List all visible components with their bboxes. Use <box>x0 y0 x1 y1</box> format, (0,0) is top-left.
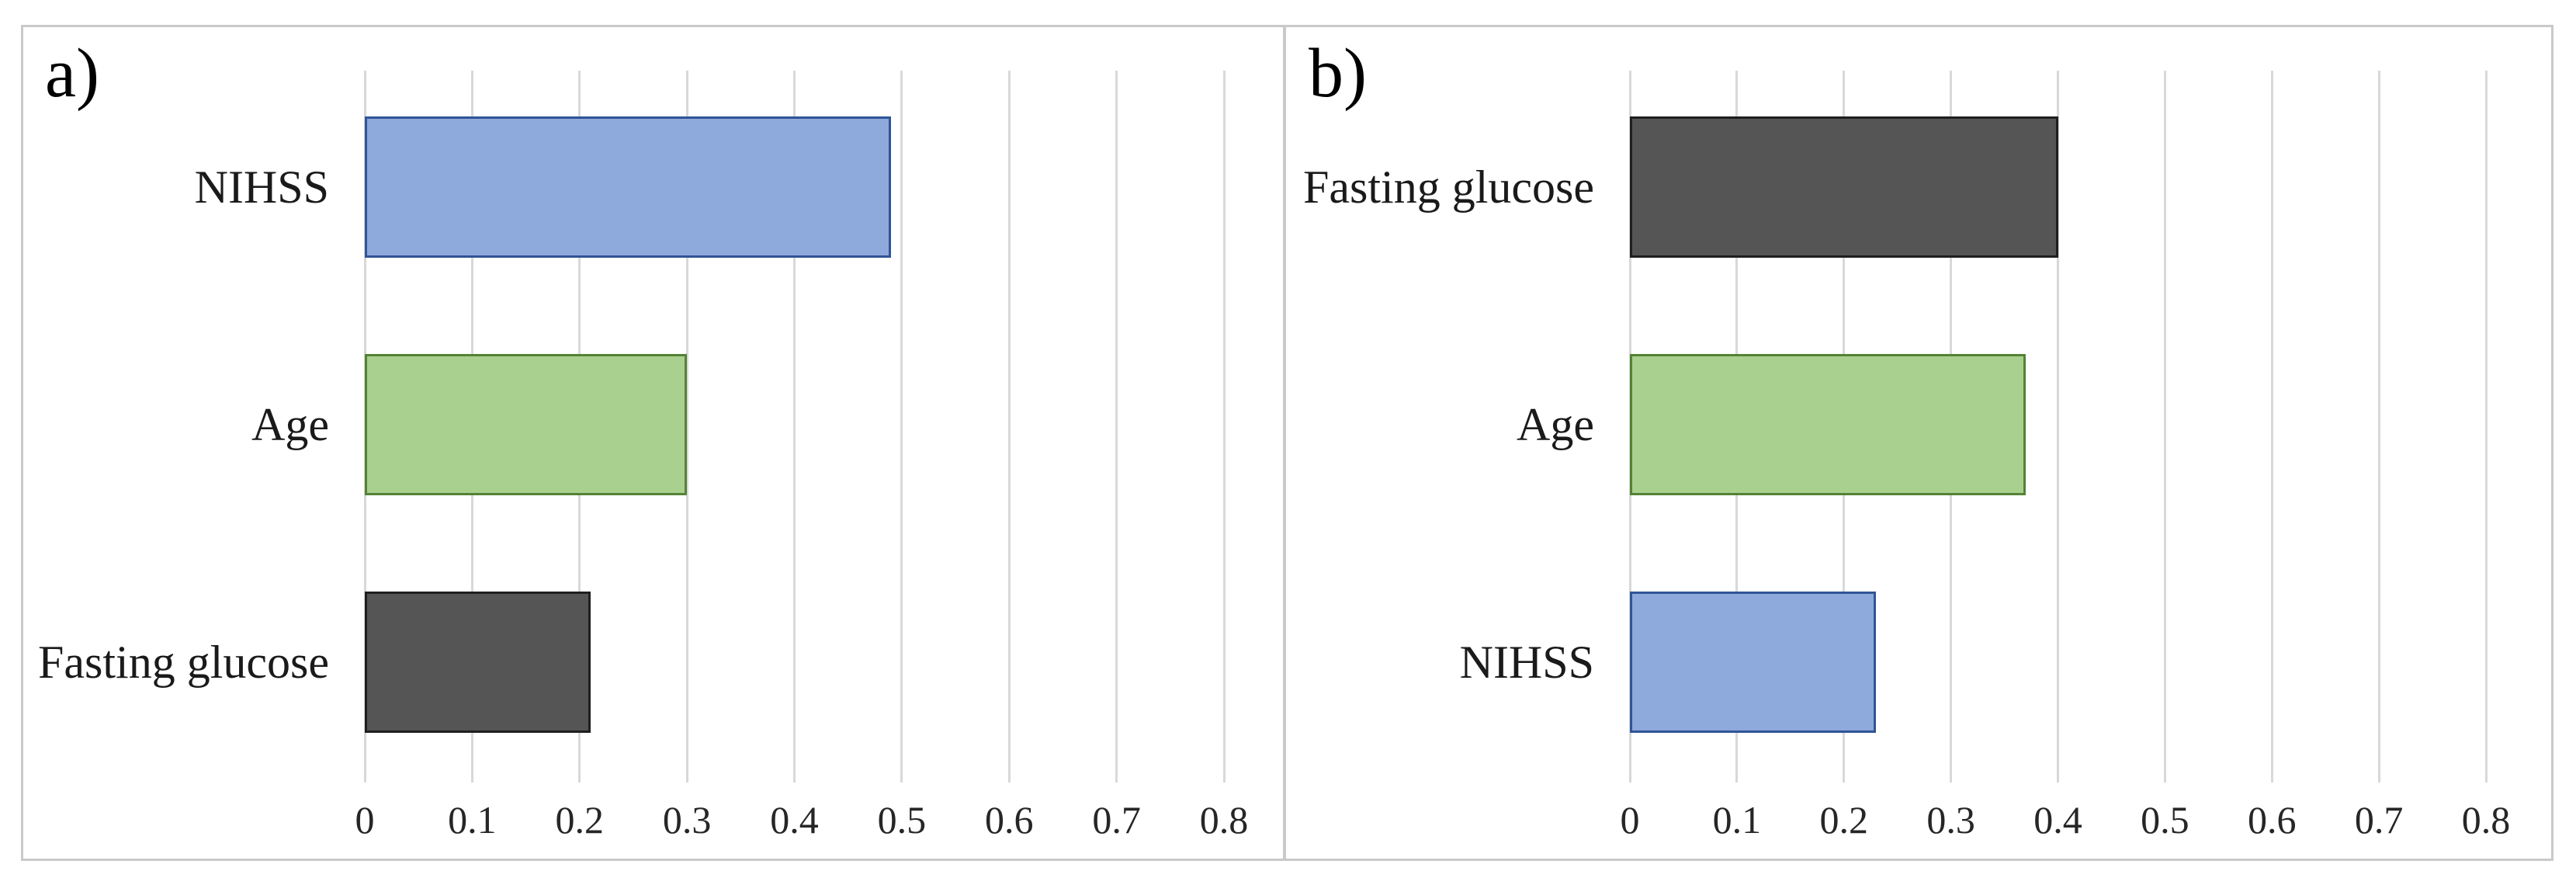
category-label-age: Age <box>251 398 329 450</box>
x-tick-label: 0.5 <box>2141 798 2189 842</box>
category-label-fasting-glucose: Fasting glucose <box>38 636 329 688</box>
bar-nihss <box>365 116 892 258</box>
panel-letter-b-: b) <box>1309 35 1367 112</box>
category-label-nihss: NIHSS <box>194 161 329 213</box>
panel-a: a) NIHSS Age Fasting glucose 0 0.1 0.2 0.3 0.4 0.… <box>23 27 1283 859</box>
x-tick-label: 0.3 <box>662 798 712 842</box>
x-tick-label: 0.6 <box>2248 798 2297 842</box>
panel-b: b) Fasting glucose Age NIHSS 0 0.1 0.2 0.3 0.4 0.… <box>1286 27 2551 859</box>
x-tick-label: 0.4 <box>770 798 819 842</box>
x-tick-label: 0.4 <box>2033 798 2082 842</box>
x-tick-label: 0.5 <box>877 798 927 842</box>
x-tick-label: 0.3 <box>1926 798 1975 842</box>
panel-letter-a-: a) <box>45 35 99 112</box>
bar-fasting-glucose <box>1630 116 2058 258</box>
x-tick-label: 0.7 <box>2354 798 2404 842</box>
x-tick-label: 0 <box>355 798 375 842</box>
bar-fasting-glucose <box>365 592 591 733</box>
bar-age <box>365 354 688 495</box>
x-tick-label: 0.8 <box>2461 798 2511 842</box>
x-tick-label: 0.1 <box>448 798 497 842</box>
gridline <box>685 71 688 783</box>
x-tick-label: 0.8 <box>1199 798 1249 842</box>
gridline <box>2484 71 2488 783</box>
bar-nihss <box>1630 592 1877 733</box>
category-label-fasting-glucose: Fasting glucose <box>1303 161 1594 213</box>
gridline <box>900 71 903 783</box>
category-label-nihss: NIHSS <box>1459 636 1594 688</box>
bar-age <box>1630 354 2026 495</box>
x-tick-label: 0 <box>1620 798 1640 842</box>
panel-divider <box>1283 25 1286 861</box>
gridline <box>1222 71 1226 783</box>
gridline <box>793 71 796 783</box>
gridline <box>1115 71 1118 783</box>
x-tick-label: 0.1 <box>1712 798 1762 842</box>
category-label-age: Age <box>1517 398 1594 450</box>
x-tick-label: 0.2 <box>555 798 605 842</box>
gridline <box>2057 71 2059 783</box>
gridline <box>2270 71 2273 783</box>
x-tick-label: 0.2 <box>1819 798 1869 842</box>
gridline <box>2163 71 2166 783</box>
x-tick-label: 0.7 <box>1092 798 1141 842</box>
x-tick-label: 0.6 <box>985 798 1034 842</box>
gridline <box>2377 71 2380 783</box>
gridline <box>1007 71 1011 783</box>
